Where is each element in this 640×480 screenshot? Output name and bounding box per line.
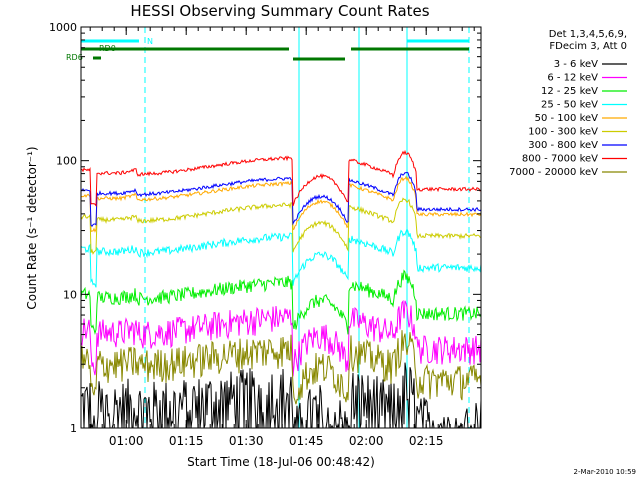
y-tick-label: 1 [70,422,77,435]
x-tick-label: 02:15 [409,434,444,448]
rd6-label: RD6 [66,53,83,62]
series-line-2 [81,299,481,377]
y-axis: 1 10 100 1000 [49,21,481,435]
night-label: N [147,37,153,46]
series-line-9 [81,330,481,405]
y-axis-label: Count Rate (s⁻¹ detector⁻¹) [25,146,39,309]
y-tick-label: 1000 [49,21,77,34]
series-line-4 [81,227,481,288]
x-tick-label: 01:30 [229,434,264,448]
series-line-6 [81,197,481,255]
legend-label: 7000 - 20000 keV [509,167,598,178]
series-line-1 [81,362,481,428]
legend-label: 300 - 800 keV [528,140,598,151]
rd0-label: RD0 [99,44,116,53]
series-line-3 [81,269,481,336]
x-tick-label: 01:15 [169,434,204,448]
chart-title: HESSI Observing Summary Count Rates [130,2,429,20]
series-layer [81,149,481,428]
series-line-7 [81,171,481,227]
legend-label: 25 - 50 keV [541,100,598,111]
plot-frame [80,26,482,429]
series-line-5 [81,175,481,233]
legend-label: 50 - 100 keV [535,113,599,124]
legend-header-1: Det 1,3,4,5,6,9, [549,29,627,40]
legend: Det 1,3,4,5,6,9, FDecim 3, Att 0 3 - 6 k… [509,29,627,178]
legend-label: 100 - 300 keV [528,127,598,138]
x-tick-label: 02:00 [349,434,384,448]
x-axis: 01:00 01:15 01:30 01:45 02:00 02:15 [89,27,475,448]
x-axis-label: Start Time (18-Jul-06 00:48:42) [187,455,375,469]
x-tick-label: 01:45 [289,434,324,448]
legend-header-2: FDecim 3, Att 0 [549,41,627,52]
legend-label: 12 - 25 keV [541,86,598,97]
legend-label: 6 - 12 keV [547,73,598,84]
y-tick-label: 100 [56,155,77,168]
legend-label: 3 - 6 keV [554,59,598,70]
timestamp: 2-Mar-2010 10:59 [574,468,636,476]
legend-label: 800 - 7000 keV [522,154,598,165]
annotation-layer: N RD0 RD6 [66,27,470,428]
series-line-8 [81,149,481,208]
y-tick-label: 10 [63,288,77,301]
x-tick-label: 01:00 [109,434,144,448]
